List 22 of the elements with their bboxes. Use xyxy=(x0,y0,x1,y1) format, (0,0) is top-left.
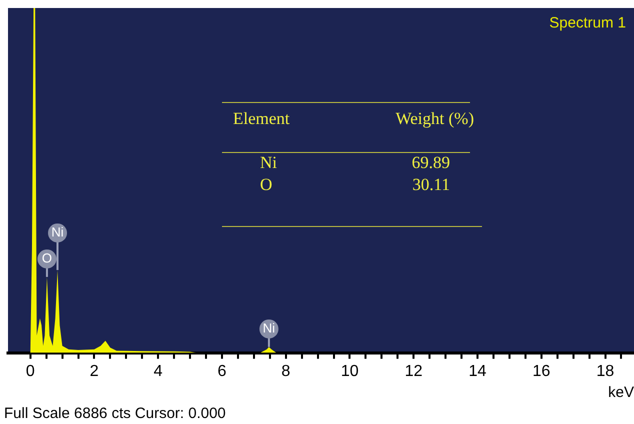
x-axis-title: keV xyxy=(608,384,634,402)
x-tick-label: 16 xyxy=(532,362,550,380)
annotation: Weight (%) xyxy=(396,109,474,128)
x-tick-label: 2 xyxy=(90,362,99,380)
text: Spectrum 1 xyxy=(549,14,626,32)
x-tick-label: 4 xyxy=(154,362,163,380)
x-tick-label: 12 xyxy=(404,362,423,380)
annotation: O xyxy=(42,250,52,266)
annotation: O xyxy=(260,175,272,194)
annotation: Element xyxy=(233,109,290,128)
annotation: Ni xyxy=(262,320,276,336)
x-tick-label: 8 xyxy=(281,362,290,380)
x-tick-label: 18 xyxy=(596,362,614,380)
text: Full Scale 6886 cts Cursor: 0.000 xyxy=(4,405,226,422)
annotation: 30.11 xyxy=(412,175,450,194)
annotation: Ni xyxy=(260,153,278,172)
annotation: 69.89 xyxy=(412,153,450,172)
x-tick-label: 14 xyxy=(468,362,486,380)
x-tick-label: 0 xyxy=(26,362,35,380)
annotation: Ni xyxy=(51,224,64,240)
x-tick-label: 6 xyxy=(218,362,227,380)
x-tick-label: 10 xyxy=(340,362,359,380)
